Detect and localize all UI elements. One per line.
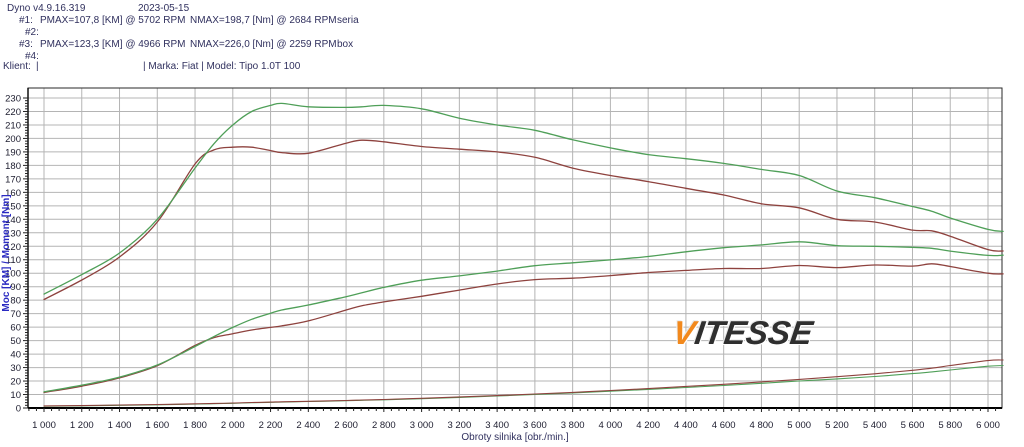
y-tick-label: 220 (5, 107, 21, 118)
series-loss-seria (43, 359, 1004, 407)
run1-id: #1: (19, 15, 33, 26)
x-tick-label: 3 600 (523, 420, 547, 431)
y-tick-label: 200 (5, 134, 21, 145)
y-tick-label: 100 (5, 269, 21, 280)
x-tick-label: 1 800 (183, 420, 207, 431)
x-tick-label: 3 200 (447, 420, 471, 431)
x-tick-label: 2 600 (334, 420, 358, 431)
run3-tag: box (337, 39, 354, 50)
y-tick-label: 0 (16, 404, 21, 415)
app-title: Dyno v4.9.16.319 (7, 3, 86, 14)
y-tick-label: 90 (10, 282, 21, 293)
report-date: 2023-05-15 (138, 3, 190, 14)
run3-nmax: NMAX=226,0 [Nm] @ 2259 RPM (190, 39, 337, 50)
y-tick-label: 10 (10, 390, 21, 401)
x-tick-label: 5 600 (901, 420, 925, 431)
vitesse-watermark-text: ITESSE (692, 314, 816, 351)
y-tick-label: 170 (5, 174, 21, 185)
run2-id: #2: (25, 27, 39, 38)
client-value: | (36, 61, 39, 72)
x-tick-label: 5 200 (825, 420, 849, 431)
y-tick-label: 130 (5, 228, 21, 239)
run3-id: #3: (19, 39, 33, 50)
x-tick-label: 4 400 (674, 420, 698, 431)
x-tick-label: 2 800 (372, 420, 396, 431)
series-power-box (43, 241, 1004, 393)
y-tick-label: 210 (5, 120, 21, 131)
run4-id: #4: (25, 51, 39, 62)
y-tick-label: 150 (5, 201, 21, 212)
y-tick-label: 110 (6, 255, 21, 266)
vehicle-info: | Marka: Fiat | Model: Tipo 1.0T 100 (143, 61, 301, 72)
x-tick-label: 2 200 (259, 420, 283, 431)
y-tick-label: 60 (10, 323, 21, 334)
y-tick-label: 190 (5, 147, 21, 158)
y-tick-label: 120 (5, 242, 21, 253)
x-tick-label: 5 400 (863, 420, 887, 431)
run3-pmax: PMAX=123,3 [KM] @ 4966 RPM (40, 39, 186, 50)
x-tick-label: 3 400 (485, 420, 509, 431)
y-tick-label: 80 (10, 296, 21, 307)
vitesse-watermark: VITESSE (670, 314, 815, 352)
y-axis-title: Moc [KM] / Moment [Nm] (1, 194, 12, 311)
y-tick-label: 40 (10, 350, 21, 361)
x-tick-label: 2 400 (296, 420, 320, 431)
x-tick-label: 6 000 (976, 420, 1000, 431)
y-tick-label: 70 (10, 309, 21, 320)
x-tick-label: 3 000 (410, 420, 434, 431)
x-tick-label: 1 600 (145, 420, 169, 431)
x-tick-label: 4 200 (636, 420, 660, 431)
series-power-seria (43, 263, 1004, 394)
x-tick-label: 5 800 (938, 420, 962, 431)
series-loss-box (43, 364, 1004, 407)
y-tick-label: 20 (10, 377, 21, 388)
client-label: Klient: (3, 61, 31, 72)
y-tick-label: 180 (5, 161, 21, 172)
y-tick-label: 160 (5, 188, 21, 199)
y-tick-label: 230 (5, 94, 21, 105)
x-tick-label: 2 000 (221, 420, 245, 431)
series-torque-box (43, 102, 1004, 295)
x-tick-label: 4 000 (599, 420, 623, 431)
plot-frame (27, 87, 1003, 409)
y-tick-label: 50 (10, 336, 21, 347)
y-tick-label: 140 (5, 215, 21, 226)
x-tick-label: 4 600 (712, 420, 736, 431)
x-tick-label: 5 000 (787, 420, 811, 431)
x-tick-label: 1 200 (70, 420, 94, 431)
run1-pmax: PMAX=107,8 [KM] @ 5702 RPM (40, 15, 186, 26)
run1-tag: seria (337, 15, 359, 26)
series-torque-seria (43, 139, 1004, 301)
x-tick-label: 4 800 (750, 420, 774, 431)
y-tick-label: 30 (10, 363, 21, 374)
x-axis-title: Obroty silnika [obr./min.] (461, 432, 568, 443)
x-tick-label: 3 800 (561, 420, 585, 431)
run1-nmax: NMAX=198,7 [Nm] @ 2684 RPM (190, 15, 337, 26)
x-tick-label: 1 000 (32, 420, 56, 431)
x-tick-label: 1 400 (108, 420, 132, 431)
